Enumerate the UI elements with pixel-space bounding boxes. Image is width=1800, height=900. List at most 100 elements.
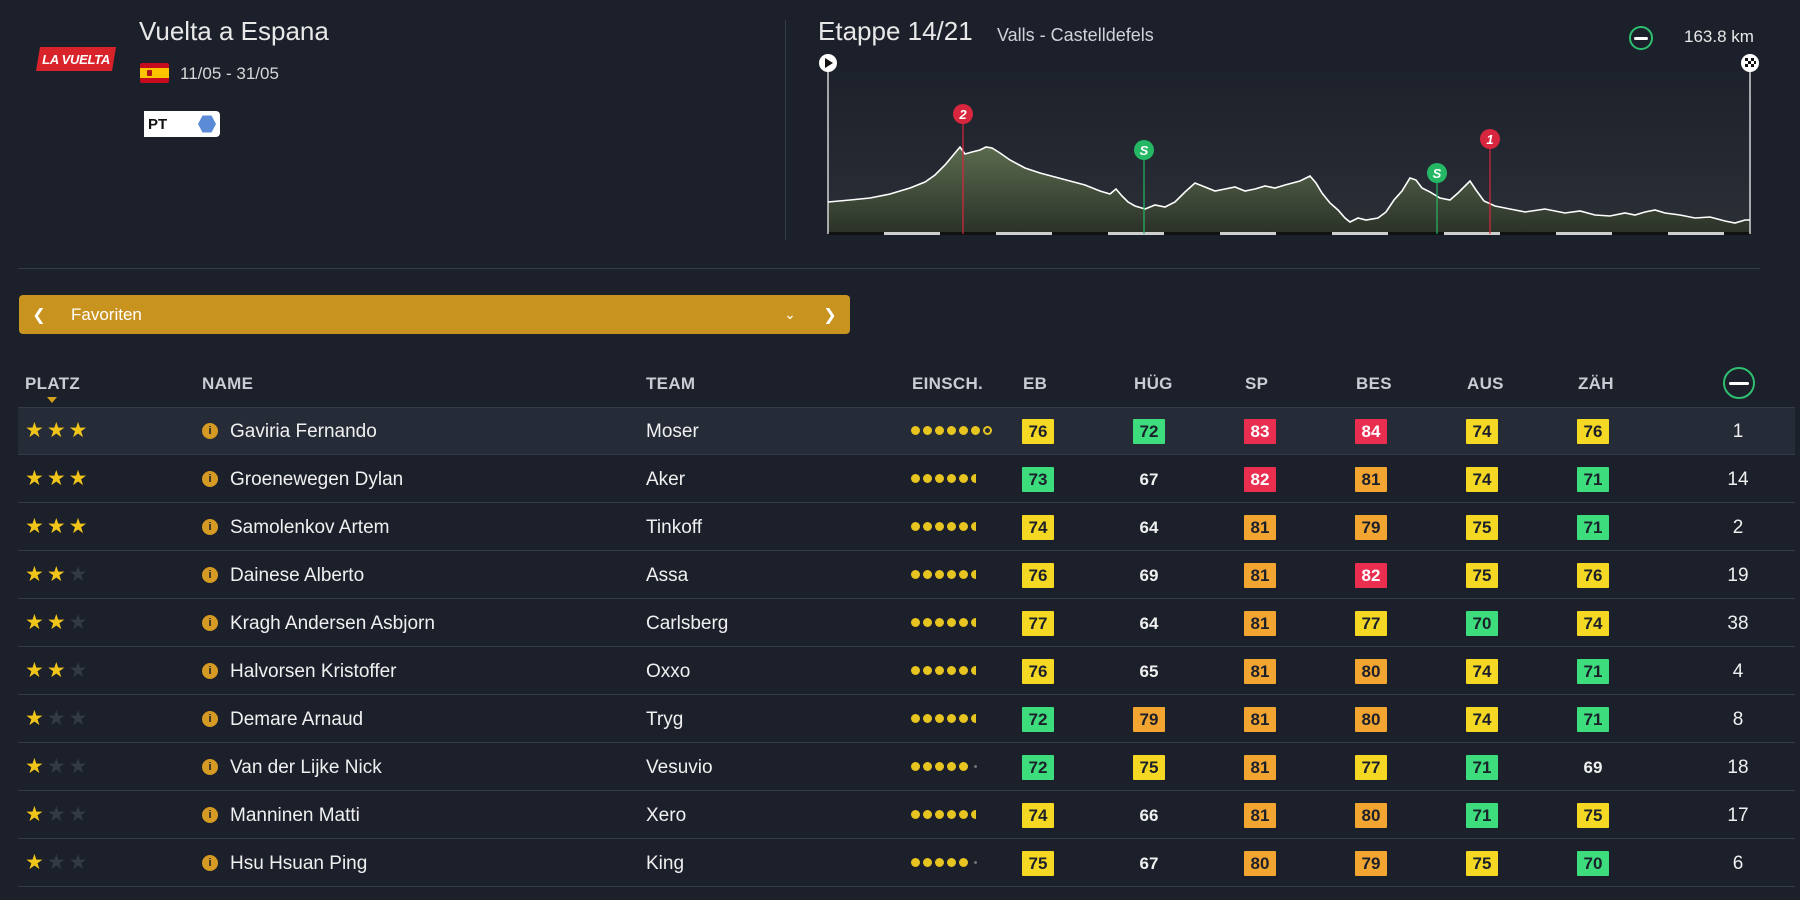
- fitness-rating: [911, 762, 977, 771]
- rider-name[interactable]: Samolenkov Artem: [230, 517, 390, 538]
- info-icon[interactable]: i: [202, 855, 218, 871]
- rider-team[interactable]: Assa: [646, 565, 689, 586]
- star-icon: ★: [25, 803, 44, 826]
- fitness-dot: [959, 474, 968, 483]
- stat-aus: 74: [1466, 659, 1498, 684]
- fitness-dot: [923, 810, 932, 819]
- stat-eb: 76: [1022, 563, 1054, 588]
- info-icon[interactable]: i: [202, 519, 218, 535]
- header-team[interactable]: TEAM: [646, 374, 696, 393]
- info-icon[interactable]: i: [202, 807, 218, 823]
- table-row[interactable]: ★ ★ ★ i Van der Lijke Nick Vesuvio 72 75 81 77 71 6…: [18, 744, 1795, 791]
- header-platz[interactable]: PLATZ: [25, 374, 81, 393]
- table-row[interactable]: ★ ★ ★ i Groenewegen Dylan Aker 73 67 82 81 74 71 14: [18, 456, 1795, 503]
- rider-team[interactable]: Aker: [646, 469, 686, 490]
- rider-name[interactable]: Groenewegen Dylan: [230, 469, 404, 490]
- header-zah[interactable]: ZÄH: [1578, 374, 1614, 393]
- sort-desc-icon: [47, 397, 57, 403]
- sprint-marker-1[interactable]: S: [1134, 140, 1154, 160]
- fitness-rating: [911, 618, 980, 627]
- stage-title: Etappe 14/21: [818, 16, 973, 46]
- chevron-right-icon[interactable]: ❯: [823, 306, 837, 324]
- stat-hug: 69: [1139, 565, 1159, 585]
- stat-zah: 71: [1577, 707, 1609, 732]
- fitness-dot: [923, 618, 932, 627]
- stat-bes: 79: [1355, 851, 1387, 876]
- section-divider: [18, 268, 1760, 269]
- climb-marker-cat1[interactable]: 1: [1480, 129, 1500, 149]
- table-row[interactable]: ★ ★ ★ i Hsu Hsuan Ping King 75 67 80 79 75 70 6: [18, 840, 1795, 887]
- rider-team[interactable]: Vesuvio: [646, 757, 713, 778]
- fitness-dot: [971, 810, 980, 819]
- fitness-dot: [911, 618, 920, 627]
- fitness-dot: [923, 714, 932, 723]
- rider-name[interactable]: Dainese Alberto: [230, 565, 365, 586]
- view-selector[interactable]: ❮ Favoriten ⌄ ❯: [19, 295, 850, 334]
- rider-team[interactable]: Tinkoff: [646, 517, 702, 538]
- header-einsch[interactable]: EINSCH.: [912, 374, 984, 393]
- rider-team[interactable]: Tryg: [646, 709, 684, 730]
- info-icon[interactable]: i: [202, 663, 218, 679]
- rider-name[interactable]: Van der Lijke Nick: [230, 757, 382, 778]
- header-eb[interactable]: EB: [1023, 374, 1048, 393]
- header-hug[interactable]: HÜG: [1134, 374, 1173, 393]
- table-row[interactable]: ★ ★ ★ i Kragh Andersen Asbjorn Carlsberg 77 64 8…: [18, 600, 1795, 647]
- chevron-left-icon[interactable]: ❮: [32, 306, 46, 324]
- fitness-dot: [974, 861, 977, 864]
- info-icon[interactable]: i: [202, 615, 218, 631]
- view-selector-label[interactable]: Favoriten: [71, 304, 142, 324]
- stat-bes: 80: [1355, 803, 1387, 828]
- sprint-marker-2[interactable]: S: [1427, 163, 1447, 183]
- fitness-dot: [959, 762, 968, 771]
- info-icon[interactable]: i: [202, 423, 218, 439]
- rider-name[interactable]: Gaviria Fernando: [230, 421, 377, 442]
- favorite-stage-icon[interactable]: [1723, 367, 1755, 399]
- rider-team[interactable]: Xero: [646, 805, 687, 826]
- table-row[interactable]: ★ ★ ★ i Halvorsen Kristoffer Oxxo 76 65 81 80 74 71…: [18, 648, 1795, 695]
- rider-team[interactable]: Moser: [646, 421, 699, 442]
- fitness-rating: [911, 810, 980, 819]
- table-row[interactable]: ★ ★ ★ i Dainese Alberto Assa 76 69 81 82 75 76 19: [18, 552, 1795, 599]
- rider-name[interactable]: Hsu Hsuan Ping: [230, 853, 368, 874]
- stat-sp: 81: [1244, 755, 1276, 780]
- star-icon: ★: [46, 851, 66, 874]
- race-category-badge: PT: [140, 111, 220, 137]
- stat-zah: 71: [1577, 659, 1609, 684]
- star-icon: ★: [68, 563, 88, 586]
- fitness-dot: [974, 765, 977, 768]
- info-icon[interactable]: i: [202, 471, 218, 487]
- star-rating: ★ ★ ★: [25, 563, 88, 586]
- rider-name[interactable]: Manninen Matti: [230, 805, 360, 826]
- header-sp[interactable]: SP: [1245, 374, 1269, 393]
- fitness-dot: [935, 570, 944, 579]
- star-rating: ★ ★ ★: [25, 660, 87, 681]
- header-bes[interactable]: BES: [1356, 374, 1392, 393]
- stat-aus: 71: [1466, 803, 1498, 828]
- table-row[interactable]: ★ ★ ★ i Samolenkov Artem Tinkoff 74 64 81 79 75 71 2: [18, 504, 1795, 551]
- stat-zah: 71: [1577, 515, 1609, 540]
- info-icon[interactable]: i: [202, 567, 218, 583]
- stat-hug: 64: [1139, 517, 1159, 537]
- fitness-dot: [923, 666, 932, 675]
- rider-team[interactable]: Carlsberg: [646, 613, 729, 634]
- rider-team[interactable]: King: [646, 853, 685, 874]
- star-icon: ★: [68, 515, 88, 538]
- stage-route: Valls - Castelldefels: [997, 25, 1154, 45]
- stat-sp: 81: [1244, 659, 1276, 684]
- rider-name[interactable]: Kragh Andersen Asbjorn: [230, 613, 435, 634]
- header-aus[interactable]: AUS: [1467, 374, 1504, 393]
- rider-team[interactable]: Oxxo: [646, 661, 691, 682]
- table-row[interactable]: ★ ★ ★ i Demare Arnaud Tryg 72 79 81 80 74 71 8: [18, 696, 1795, 743]
- header-name[interactable]: NAME: [202, 374, 254, 393]
- table-row[interactable]: ★ ★ ★ i Gaviria Fernando Moser 76 72 83 84 74 76 1: [18, 408, 1795, 455]
- chevron-down-icon[interactable]: ⌄: [784, 306, 796, 322]
- climb-marker-cat2[interactable]: 2: [953, 104, 973, 124]
- info-icon[interactable]: i: [202, 711, 218, 727]
- stat-eb: 72: [1022, 755, 1054, 780]
- climb-cat1-label: 1: [1486, 132, 1493, 147]
- info-icon[interactable]: i: [202, 759, 218, 775]
- rider-name[interactable]: Demare Arnaud: [230, 709, 364, 730]
- table-row[interactable]: ★ ★ ★ i Manninen Matti Xero 74 66 81 80 71 75 17: [18, 792, 1795, 839]
- rider-name[interactable]: Halvorsen Kristoffer: [230, 661, 397, 682]
- spain-flag-icon: [140, 63, 169, 83]
